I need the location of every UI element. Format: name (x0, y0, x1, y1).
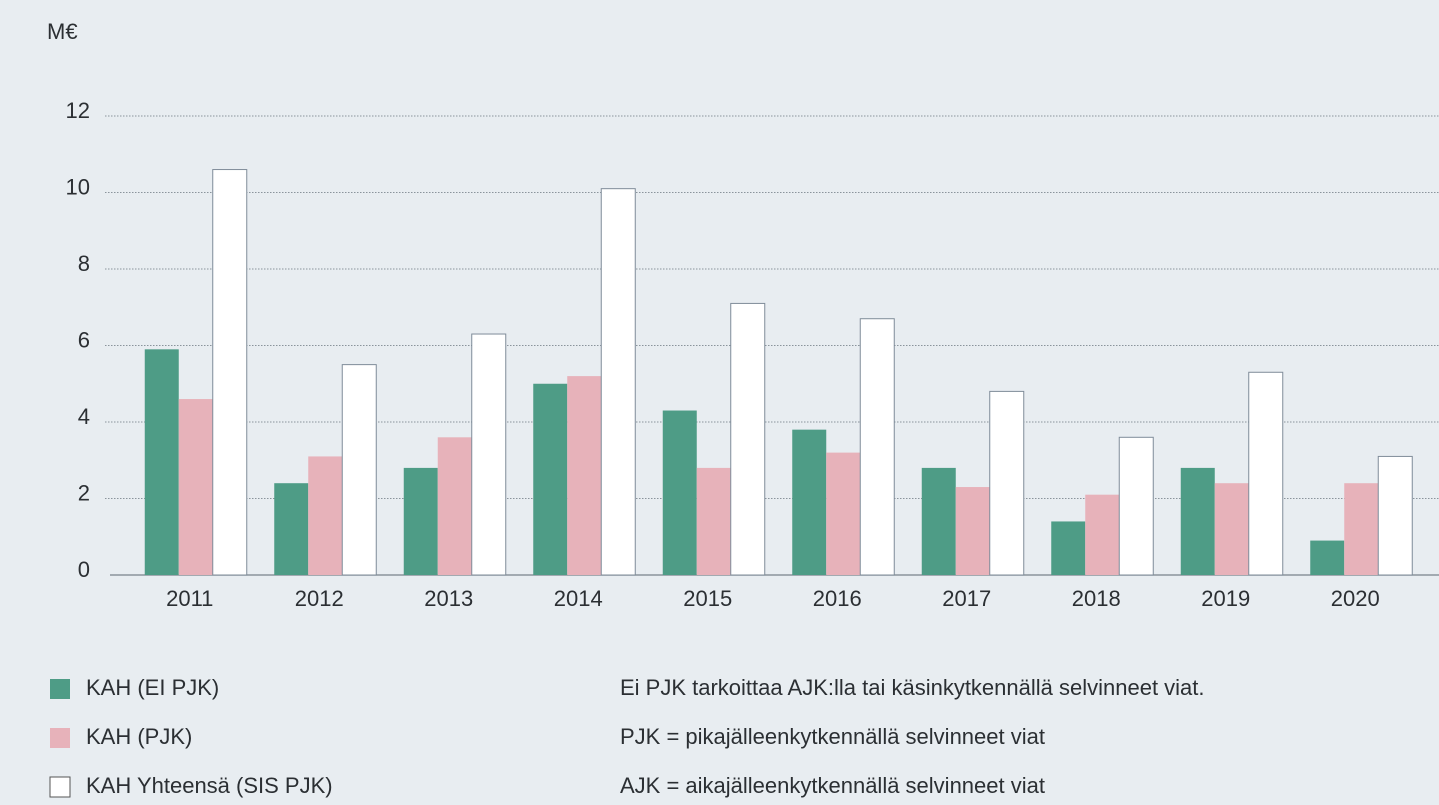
bar (730, 302, 766, 576)
bar (859, 318, 895, 576)
x-tick-label: 2020 (1331, 586, 1380, 611)
y-tick-label: 10 (66, 174, 90, 199)
y-tick-label: 12 (66, 98, 90, 123)
note: Ei PJK tarkoittaa AJK:lla tai käsinkytke… (620, 675, 1205, 700)
legend-swatch (50, 728, 70, 748)
y-tick-label: 8 (78, 251, 90, 276)
note: PJK = pikajälleenkytkennällä selvinneet … (620, 724, 1045, 749)
x-tick-label: 2014 (554, 586, 603, 611)
bar (471, 333, 507, 576)
bar (826, 452, 861, 575)
x-tick-label: 2019 (1201, 586, 1250, 611)
bar (178, 399, 213, 575)
bar (921, 467, 956, 575)
bar (1118, 436, 1154, 576)
y-axis-label: M€ (47, 19, 78, 44)
bar (1051, 521, 1086, 575)
bar (567, 376, 602, 575)
bar (1377, 455, 1413, 576)
bar (308, 456, 343, 575)
x-tick-label: 2015 (683, 586, 732, 611)
bar (274, 483, 309, 575)
note: AJK = aikajälleenkytkennällä selvinneet … (620, 773, 1045, 798)
y-tick-label: 0 (78, 557, 90, 582)
bar (533, 383, 568, 575)
x-tick-label: 2011 (166, 586, 213, 611)
bar (1310, 540, 1345, 575)
legend-swatch (49, 776, 71, 798)
x-tick-label: 2012 (295, 586, 344, 611)
legend-label: KAH (EI PJK) (86, 675, 219, 700)
y-tick-label: 4 (78, 404, 90, 429)
x-tick-label: 2016 (813, 586, 862, 611)
bar (1085, 494, 1120, 575)
bar (600, 188, 636, 576)
bar (792, 429, 827, 575)
bar (955, 487, 990, 575)
bar (1344, 483, 1379, 575)
x-tick-label: 2013 (424, 586, 473, 611)
legend-label: KAH Yhteensä (SIS PJK) (86, 773, 333, 798)
bar (341, 364, 377, 576)
bar (212, 169, 248, 576)
bar (1180, 467, 1215, 575)
y-tick-label: 6 (78, 327, 90, 352)
y-tick-label: 2 (78, 480, 90, 505)
legend-label: KAH (PJK) (86, 724, 192, 749)
bar (437, 437, 472, 575)
bar (662, 410, 697, 575)
x-tick-label: 2017 (942, 586, 991, 611)
bar (696, 467, 731, 575)
bar (1214, 483, 1249, 575)
legend-swatch (50, 679, 70, 699)
x-tick-label: 2018 (1072, 586, 1121, 611)
bar (989, 390, 1025, 576)
bar (403, 467, 438, 575)
bar (1248, 371, 1284, 576)
bar (144, 349, 179, 575)
